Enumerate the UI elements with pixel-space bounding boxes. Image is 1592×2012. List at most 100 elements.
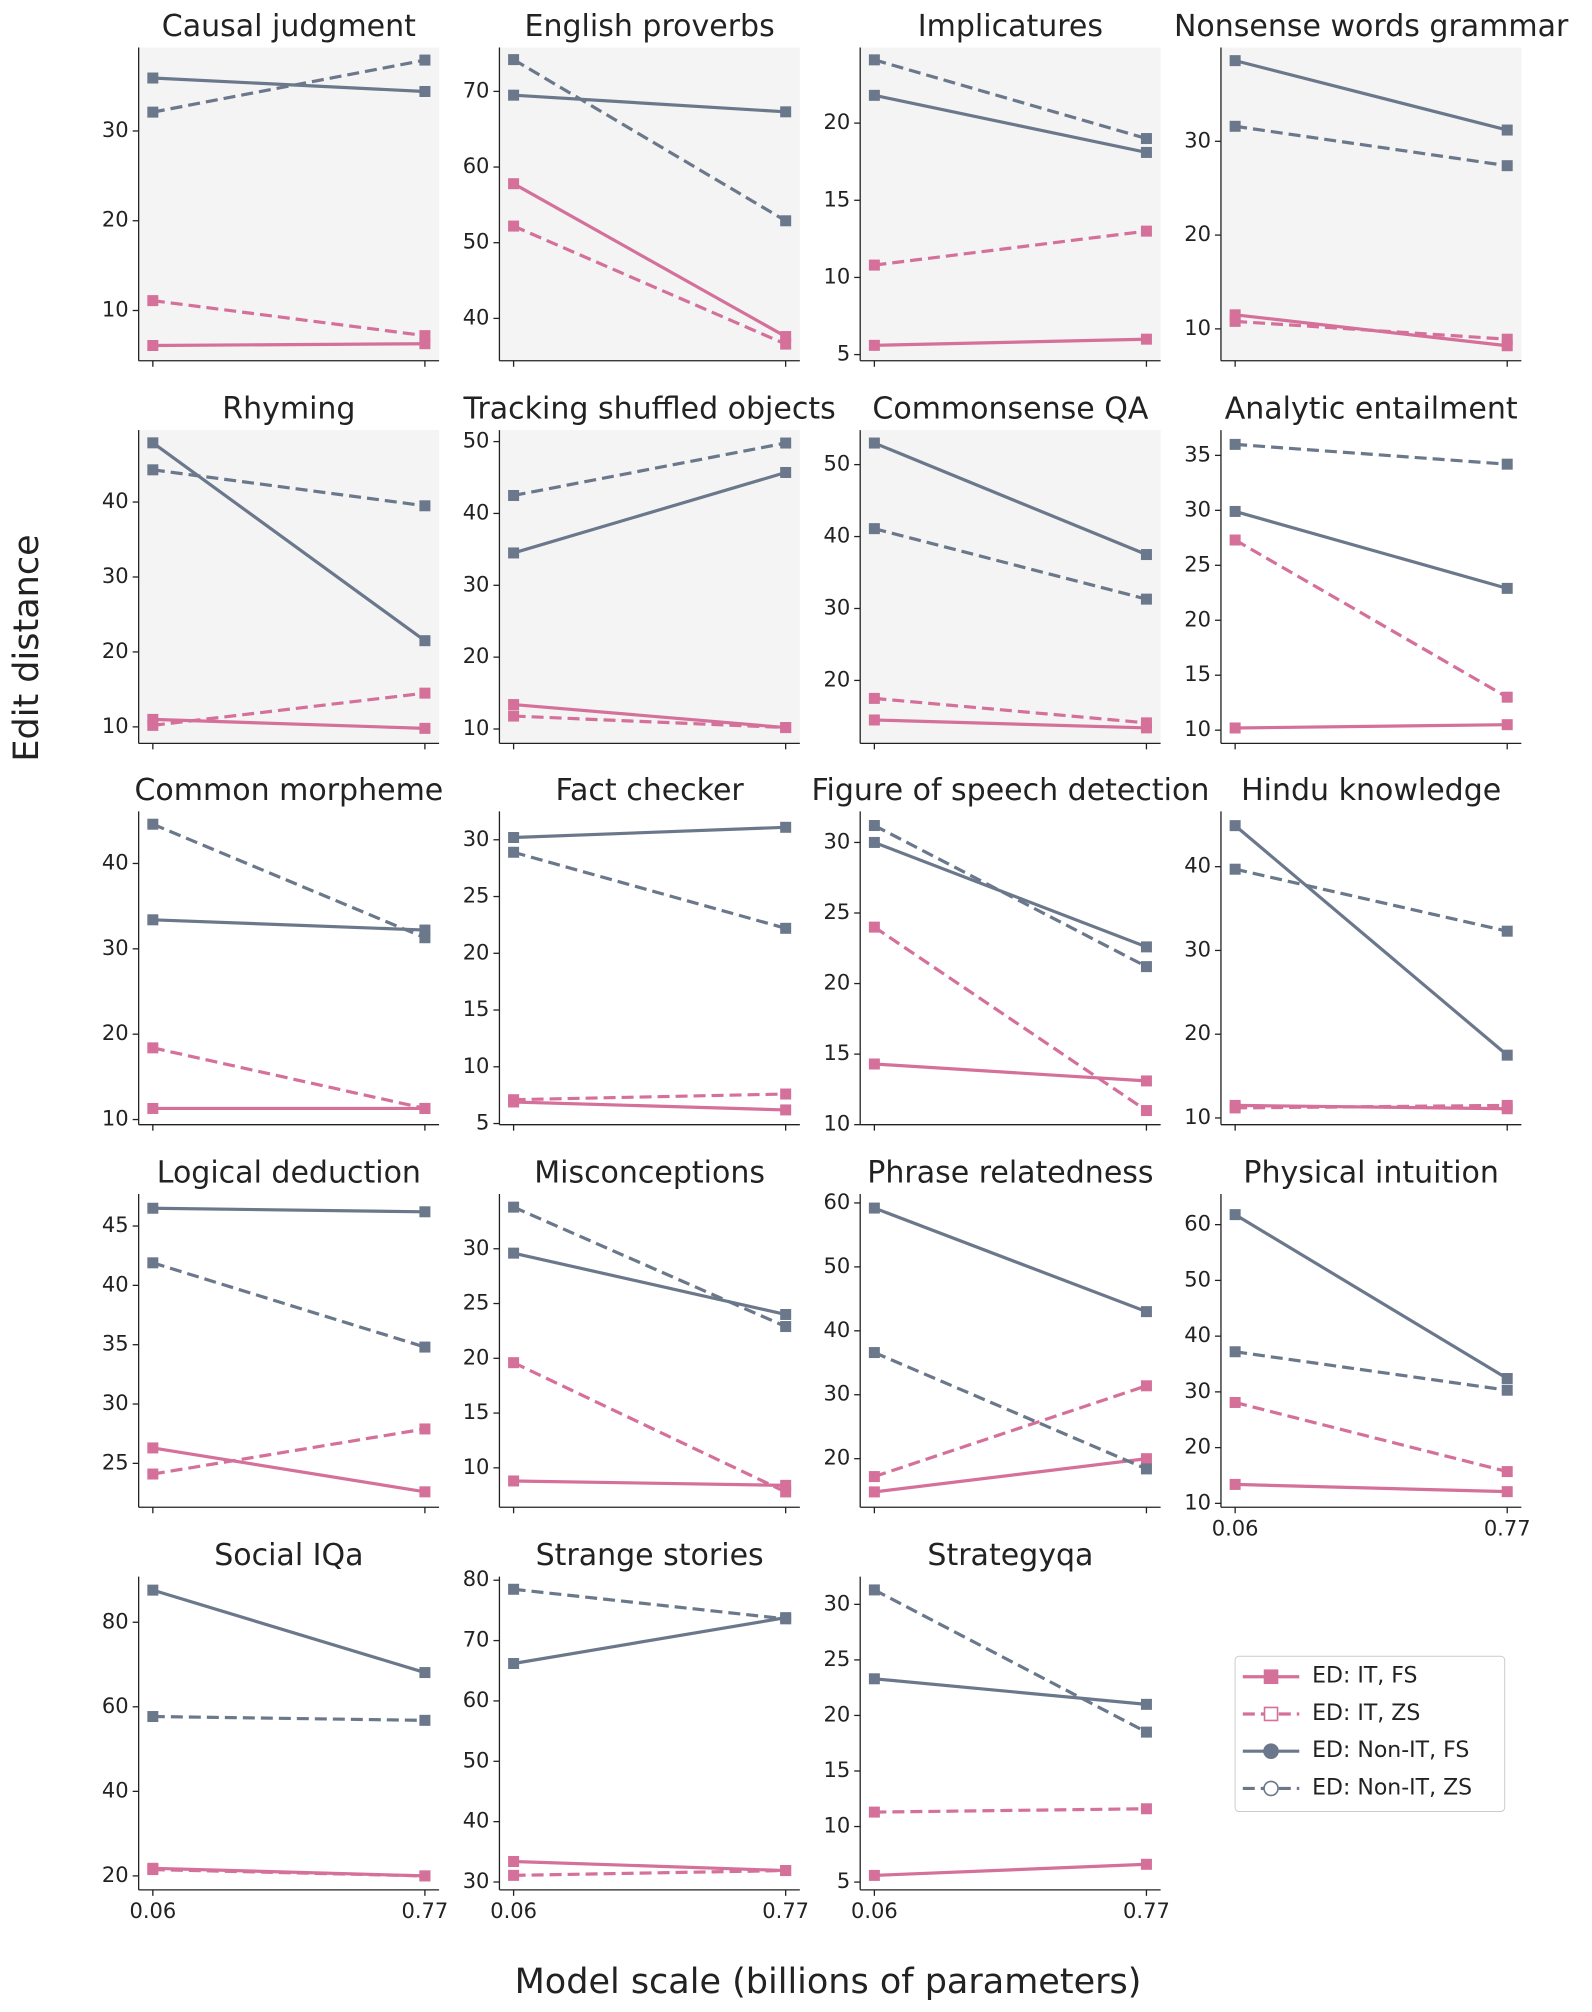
x-axis-label: Model scale (billions of parameters) [515, 1962, 1142, 2002]
y-tick-label: 60 [102, 1694, 129, 1718]
series-line [1234, 1350, 1508, 1392]
data-point [1229, 315, 1241, 327]
legend-marker [1263, 1743, 1279, 1759]
subplot-title: Nonsense words grammar [1174, 9, 1569, 44]
subplot-title: Tracking shuffled objects [463, 392, 836, 427]
data-point [868, 1584, 880, 1596]
data-point [419, 1486, 431, 1498]
y-tick-label: 40 [102, 1272, 129, 1296]
data-point [147, 914, 159, 926]
y-tick-label: 30 [1184, 497, 1211, 521]
data-point [868, 714, 880, 726]
y-tick-label: 15 [463, 997, 490, 1021]
y-tick-label: 25 [463, 1291, 490, 1315]
subplot-title: Social IQa [214, 1538, 363, 1573]
series-line [874, 337, 1147, 347]
data-point [780, 722, 792, 734]
y-tick-label: 20 [1184, 1021, 1211, 1045]
y-tick-label: 60 [1184, 1212, 1211, 1236]
data-point [1501, 925, 1513, 937]
series-line [513, 702, 786, 730]
legend-label: ED: IT, ZS [1312, 1701, 1420, 1726]
series-line [874, 1862, 1147, 1878]
y-tick-label: 50 [463, 429, 490, 453]
legend-label: ED: Non-IT, ZS [1312, 1775, 1472, 1800]
data-point [508, 710, 520, 722]
data-point [868, 259, 880, 271]
y-tick-label: 50 [1184, 1267, 1211, 1291]
y-tick-label: 40 [823, 1318, 850, 1342]
series-line [152, 342, 425, 348]
data-point [419, 85, 431, 97]
series-line [874, 1457, 1147, 1494]
series-line [152, 1867, 425, 1878]
series-line [1234, 124, 1508, 168]
data-point [147, 1257, 159, 1269]
y-tick-label: 20 [102, 208, 129, 232]
legend-label: ED: Non-IT, FS [1312, 1738, 1469, 1763]
data-point [1229, 863, 1241, 875]
series-line [152, 691, 426, 727]
y-tick-label: 20 [1184, 1435, 1211, 1459]
data-point [868, 1347, 880, 1359]
data-point [868, 1806, 880, 1818]
data-point [868, 89, 880, 101]
series-line [513, 441, 786, 498]
series-line [1234, 824, 1509, 1057]
data-point [147, 340, 159, 352]
data-point [508, 1855, 520, 1867]
subplot-title: English proverbs [525, 9, 775, 44]
data-point [508, 1475, 520, 1487]
y-tick-label: 30 [1184, 937, 1211, 961]
data-point [419, 687, 431, 699]
data-point [1140, 1858, 1152, 1870]
data-point [1140, 961, 1152, 973]
data-point [1229, 722, 1241, 734]
data-point [1140, 941, 1152, 953]
series-line [873, 824, 1148, 969]
series-line [1234, 1213, 1509, 1380]
data-point [868, 692, 880, 704]
y-tick-label: 20 [823, 1702, 850, 1726]
data-point [508, 832, 520, 844]
data-point [508, 1357, 520, 1369]
data-point [1140, 225, 1152, 237]
y-tick-label: 70 [463, 78, 490, 102]
y-tick-label: 15 [823, 187, 850, 211]
data-point [780, 821, 792, 833]
data-point [508, 220, 520, 232]
data-point [1140, 333, 1152, 345]
series-line [873, 1351, 1148, 1471]
subplot-title: Phrase relatedness [867, 1156, 1153, 1191]
series-line [512, 1361, 787, 1494]
series-line [152, 1261, 426, 1349]
data-point [780, 331, 792, 343]
data-point [868, 921, 880, 933]
subplot-title: Misconceptions [534, 1156, 765, 1191]
data-point [868, 1471, 880, 1483]
y-tick-label: 60 [823, 1190, 850, 1214]
series-line [874, 696, 1147, 725]
legend-marker [1263, 1706, 1279, 1722]
plot-background [499, 430, 800, 744]
data-point [1501, 1373, 1513, 1385]
data-point [1140, 549, 1152, 561]
plot-background [860, 47, 1161, 361]
y-tick-label: 20 [823, 110, 850, 134]
data-point [1229, 820, 1241, 832]
y-tick-label: 25 [823, 900, 850, 924]
y-tick-label: 10 [102, 1107, 129, 1131]
data-point [1140, 146, 1152, 158]
data-point [1140, 1380, 1152, 1392]
subplot-title: Rhyming [222, 392, 355, 427]
series-line [152, 1714, 425, 1722]
y-tick-label: 10 [1184, 316, 1211, 340]
data-point [147, 1102, 159, 1114]
series-line [874, 1677, 1147, 1706]
data-point [147, 818, 159, 830]
data-point [508, 1658, 520, 1670]
series-line [1235, 723, 1508, 730]
y-tick-label: 10 [463, 716, 490, 740]
data-point [1501, 719, 1513, 731]
y-tick-label: 35 [1184, 442, 1211, 466]
